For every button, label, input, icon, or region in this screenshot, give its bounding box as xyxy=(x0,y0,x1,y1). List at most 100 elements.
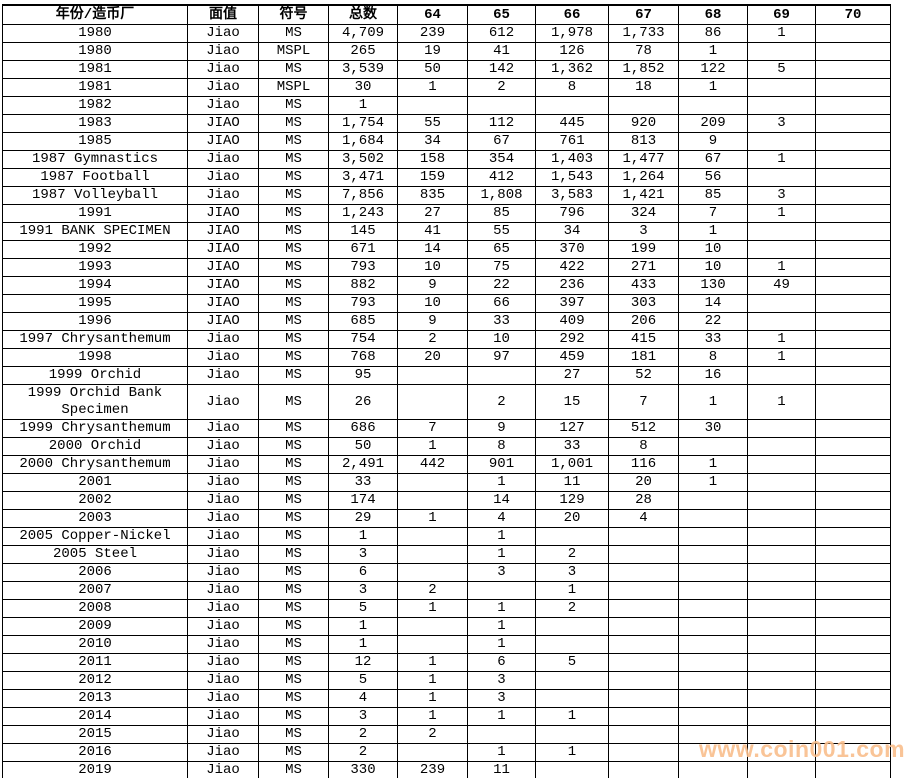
table-row: 2014 Jiao MS 3 1 1 1 xyxy=(2,707,891,726)
cell-grade-65: 1 xyxy=(467,545,536,564)
cell-grade-70 xyxy=(815,581,891,600)
cell-symbol: MS xyxy=(258,563,329,582)
cell-symbol: MS xyxy=(258,455,329,474)
cell-grade-70 xyxy=(815,563,891,582)
cell-symbol: MS xyxy=(258,689,329,708)
column-header-year-mint: 年份/造币厂 xyxy=(2,4,188,25)
cell-grade-64: 239 xyxy=(397,761,468,778)
cell-symbol: MS xyxy=(258,96,329,115)
cell-year-mint: 1985 xyxy=(2,132,188,151)
cell-year-mint: 2008 xyxy=(2,599,188,618)
cell-grade-70 xyxy=(815,527,891,546)
cell-grade-66: 3 xyxy=(535,563,609,582)
cell-year-mint: 1998 xyxy=(2,348,188,367)
cell-denomination: Jiao xyxy=(187,581,259,600)
cell-year-mint: 2016 xyxy=(2,743,188,762)
cell-grade-68 xyxy=(678,653,748,672)
cell-year-mint: 1987 Gymnastics xyxy=(2,150,188,169)
cell-total: 1,243 xyxy=(328,204,398,223)
cell-year-mint: 1980 xyxy=(2,24,188,43)
cell-grade-69 xyxy=(747,707,816,726)
cell-year-mint: 2005 Steel xyxy=(2,545,188,564)
cell-denomination: Jiao xyxy=(187,42,259,61)
cell-grade-70 xyxy=(815,437,891,456)
cell-grade-64: 1 xyxy=(397,599,468,618)
table-row: 1983 JIAO MS 1,754 55 112 445 920 209 3 xyxy=(2,114,891,133)
cell-denomination: Jiao xyxy=(187,384,259,420)
cell-grade-66: 34 xyxy=(535,222,609,241)
cell-grade-66: 459 xyxy=(535,348,609,367)
cell-grade-67: 4 xyxy=(608,509,679,528)
cell-grade-70 xyxy=(815,635,891,654)
cell-grade-65: 1 xyxy=(467,617,536,636)
cell-grade-65: 14 xyxy=(467,491,536,510)
cell-grade-68: 30 xyxy=(678,419,748,438)
cell-grade-69: 1 xyxy=(747,24,816,43)
cell-total: 4 xyxy=(328,689,398,708)
cell-grade-66: 397 xyxy=(535,294,609,313)
table-row: 1998 Jiao MS 768 20 97 459 181 8 1 xyxy=(2,348,891,367)
cell-grade-70 xyxy=(815,545,891,564)
cell-grade-66: 1 xyxy=(535,581,609,600)
cell-symbol: MS xyxy=(258,473,329,492)
cell-grade-69 xyxy=(747,689,816,708)
cell-symbol: MS xyxy=(258,330,329,349)
cell-total: 685 xyxy=(328,312,398,331)
cell-grade-69 xyxy=(747,617,816,636)
cell-total: 793 xyxy=(328,258,398,277)
cell-grade-64: 1 xyxy=(397,707,468,726)
cell-total: 7,856 xyxy=(328,186,398,205)
column-header-symbol: 符号 xyxy=(258,4,329,25)
cell-total: 265 xyxy=(328,42,398,61)
cell-grade-65: 3 xyxy=(467,563,536,582)
cell-grade-64: 41 xyxy=(397,222,468,241)
column-header-grade-65: 65 xyxy=(467,4,536,25)
cell-grade-64: 19 xyxy=(397,42,468,61)
cell-grade-69: 49 xyxy=(747,276,816,295)
cell-grade-69 xyxy=(747,168,816,187)
cell-grade-69 xyxy=(747,437,816,456)
cell-denomination: JIAO xyxy=(187,114,259,133)
cell-symbol: MS xyxy=(258,114,329,133)
cell-grade-66: 20 xyxy=(535,509,609,528)
cell-grade-70 xyxy=(815,455,891,474)
cell-grade-67 xyxy=(608,743,679,762)
cell-year-mint: 1991 xyxy=(2,204,188,223)
cell-grade-67 xyxy=(608,671,679,690)
cell-grade-64 xyxy=(397,384,468,420)
cell-grade-66 xyxy=(535,671,609,690)
cell-grade-65: 1 xyxy=(467,527,536,546)
cell-year-mint: 2010 xyxy=(2,635,188,654)
cell-grade-68 xyxy=(678,437,748,456)
cell-symbol: MS xyxy=(258,384,329,420)
cell-grade-64 xyxy=(397,743,468,762)
cell-denomination: Jiao xyxy=(187,617,259,636)
cell-year-mint: 1999 Orchid xyxy=(2,366,188,385)
cell-grade-68: 10 xyxy=(678,258,748,277)
cell-grade-67: 303 xyxy=(608,294,679,313)
cell-total: 1 xyxy=(328,96,398,115)
cell-year-mint: 1992 xyxy=(2,240,188,259)
cell-total: 768 xyxy=(328,348,398,367)
cell-grade-65: 9 xyxy=(467,419,536,438)
cell-denomination: Jiao xyxy=(187,563,259,582)
cell-year-mint: 1999 Chrysanthemum xyxy=(2,419,188,438)
cell-grade-68 xyxy=(678,599,748,618)
cell-total: 754 xyxy=(328,330,398,349)
cell-grade-64 xyxy=(397,617,468,636)
cell-grade-67 xyxy=(608,689,679,708)
cell-grade-65: 6 xyxy=(467,653,536,672)
cell-grade-66: 422 xyxy=(535,258,609,277)
cell-grade-68 xyxy=(678,635,748,654)
cell-grade-70 xyxy=(815,258,891,277)
cell-symbol: MS xyxy=(258,671,329,690)
cell-grade-65: 412 xyxy=(467,168,536,187)
table-row: 2007 Jiao MS 3 2 1 xyxy=(2,581,891,600)
cell-denomination: Jiao xyxy=(187,491,259,510)
cell-grade-67: 512 xyxy=(608,419,679,438)
cell-grade-69 xyxy=(747,653,816,672)
cell-grade-64: 7 xyxy=(397,419,468,438)
cell-symbol: MSPL xyxy=(258,78,329,97)
cell-denomination: Jiao xyxy=(187,473,259,492)
cell-grade-70 xyxy=(815,42,891,61)
